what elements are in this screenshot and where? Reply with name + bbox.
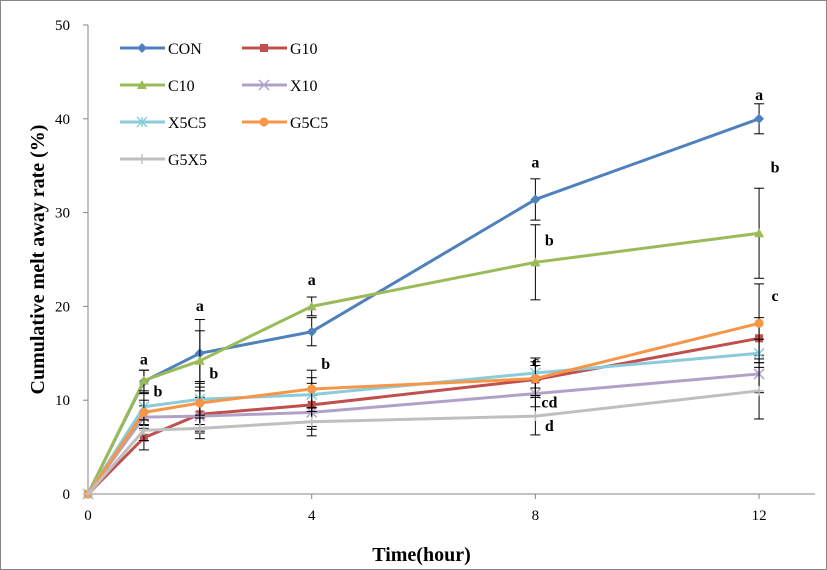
annotation-label: b xyxy=(209,366,218,383)
series-g5x5 xyxy=(83,362,765,499)
series-x10 xyxy=(82,354,765,500)
legend-label: X10 xyxy=(290,78,318,95)
series-line xyxy=(86,372,760,495)
x-tick-label: 12 xyxy=(752,508,767,524)
data-point-marker xyxy=(754,113,765,124)
series-g5c5 xyxy=(83,283,765,499)
series xyxy=(82,103,765,500)
annotation-label: c xyxy=(532,353,539,370)
x-tick-label: 0 xyxy=(84,508,92,524)
series-g10 xyxy=(84,317,765,498)
data-point-marker xyxy=(258,79,270,91)
data-point-marker xyxy=(260,44,268,52)
axes: 0 10 20 30 40 50 0 4 8 12 xyxy=(55,18,815,524)
legend-label: G10 xyxy=(290,41,318,58)
legend-item: X5C5 xyxy=(120,115,206,132)
legend-label: CON xyxy=(168,41,202,58)
legend-item: CON xyxy=(120,41,202,58)
annotation-label: a xyxy=(755,87,763,104)
data-point-marker xyxy=(137,43,147,53)
data-point-marker xyxy=(307,384,317,394)
data-point-marker xyxy=(754,228,765,238)
series-c10 xyxy=(83,187,765,498)
data-point-marker xyxy=(136,116,148,128)
legend-item: G10 xyxy=(242,41,318,58)
data-point-marker xyxy=(138,375,149,385)
annotation-label: b xyxy=(153,383,162,400)
data-point-marker xyxy=(137,154,147,164)
data-point-marker xyxy=(530,374,540,384)
annotation-label: a xyxy=(140,352,148,369)
y-tick-label: 10 xyxy=(55,393,70,409)
annotation-label: a xyxy=(531,155,539,172)
legend-label: X5C5 xyxy=(168,115,206,132)
annotation-label: c xyxy=(772,288,779,305)
legend-label: C10 xyxy=(168,78,195,95)
data-point-marker xyxy=(306,326,317,337)
data-point-marker xyxy=(754,318,764,328)
x-tick-label: 8 xyxy=(532,508,540,524)
data-point-marker xyxy=(530,257,541,267)
data-point-marker xyxy=(139,407,149,417)
legend-label: G5X5 xyxy=(168,152,207,169)
legend-item: G5X5 xyxy=(120,152,207,169)
annotation-label: cd xyxy=(541,395,557,412)
y-tick-label: 50 xyxy=(55,18,70,34)
legend-item: G5C5 xyxy=(242,115,328,132)
annotation-label: b xyxy=(545,232,554,249)
y-tick-label: 20 xyxy=(55,299,70,315)
data-point-marker xyxy=(83,489,93,499)
data-point-marker xyxy=(259,117,269,127)
x-tick-label: 4 xyxy=(308,508,316,524)
y-ticks: 0 10 20 30 40 50 xyxy=(55,18,88,503)
data-point-marker xyxy=(194,423,205,434)
y-tick-label: 40 xyxy=(55,112,70,128)
annotation-label: d xyxy=(545,418,554,435)
y-tick-label: 30 xyxy=(55,206,70,222)
legend: CON G10 C10 X10 X5C5 G5C5 G5X5 xyxy=(120,41,328,169)
data-point-marker xyxy=(138,425,149,436)
y-tick-label: 0 xyxy=(63,487,71,503)
x-ticks: 0 4 8 12 xyxy=(84,494,767,524)
y-axis-title: Cumulative melt away rate (%) xyxy=(27,125,49,395)
series-line xyxy=(86,351,760,495)
series-line xyxy=(86,321,760,495)
series-line xyxy=(86,117,760,495)
annotation-label: b xyxy=(321,356,330,373)
data-point-marker xyxy=(530,194,541,205)
annotation-label: a xyxy=(308,272,316,289)
data-point-marker xyxy=(194,355,205,365)
legend-item: C10 xyxy=(120,78,195,95)
data-point-marker xyxy=(195,398,205,408)
annotation-label: b xyxy=(771,159,780,176)
legend-label: G5C5 xyxy=(290,115,328,132)
x-axis-title: Time(hour) xyxy=(372,544,471,566)
annotation-label: a xyxy=(196,298,204,315)
series-line xyxy=(86,231,760,495)
legend-item: X10 xyxy=(242,78,318,95)
data-point-marker xyxy=(754,385,765,396)
data-point-marker xyxy=(530,411,541,422)
data-point-marker xyxy=(306,301,317,311)
data-point-marker xyxy=(306,416,317,427)
data-point-marker xyxy=(137,80,147,89)
series-line xyxy=(86,389,760,495)
series-line xyxy=(86,336,760,496)
